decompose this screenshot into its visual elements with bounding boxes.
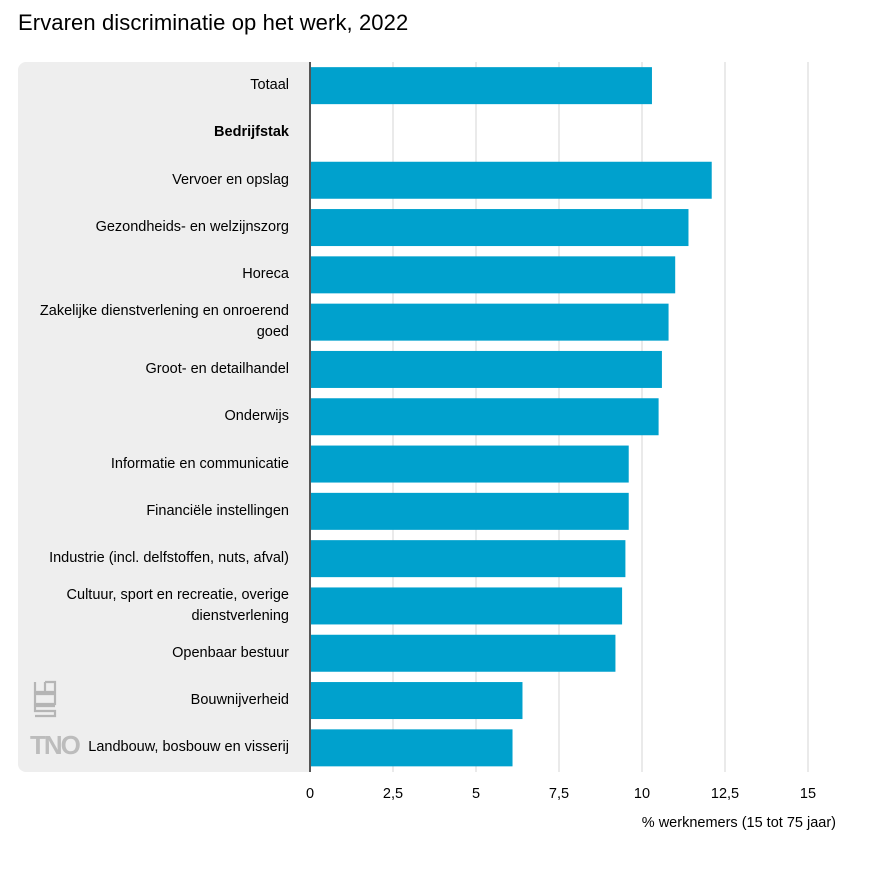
bar: [310, 587, 623, 625]
x-tick-label: 7,5: [548, 786, 570, 802]
bar: [310, 256, 676, 294]
category-label: Financiële instellingen: [19, 489, 289, 533]
x-tick-label: 15: [799, 786, 817, 802]
category-label-text: Cultuur, sport en recreatie, overige die…: [66, 586, 289, 624]
category-label-text: Industrie (incl. delfstoffen, nuts, afva…: [49, 550, 289, 567]
category-label: Informatie en communicatie: [19, 442, 289, 486]
category-label-text: Openbaar bestuur: [172, 644, 289, 661]
category-label-text: Totaal: [250, 77, 289, 94]
category-label: Horeca: [19, 253, 289, 297]
category-label-text: Bouwnijverheid: [190, 692, 289, 709]
x-tick-label: 5: [471, 786, 481, 802]
bar: [310, 209, 689, 247]
category-label: Gezondheids- en welzijnszorg: [19, 206, 289, 250]
category-label: Vervoer en opslag: [19, 158, 289, 202]
bar: [310, 445, 629, 483]
x-tick-label: 12,5: [710, 786, 740, 802]
tno-logo: TNO: [30, 730, 81, 760]
category-label-text: Groot- en detailhandel: [145, 360, 290, 377]
category-label: Totaal: [19, 64, 289, 108]
category-label-text: Vervoer en opslag: [172, 171, 289, 188]
category-group-header: Bedrijfstak: [19, 111, 289, 155]
category-label: Onderwijs: [19, 395, 289, 439]
category-label: Cultuur, sport en recreatie, overige die…: [19, 584, 289, 628]
category-label: Landbouw, bosbouw en visserij: [19, 726, 289, 770]
category-label: Openbaar bestuur: [19, 631, 289, 675]
cbs-logo-icon: [33, 680, 57, 718]
bar: [310, 729, 513, 767]
category-label: Groot- en detailhandel: [19, 347, 290, 391]
bar: [310, 303, 669, 341]
bar: [310, 682, 523, 720]
category-label-text: Gezondheids- en welzijnszorg: [95, 219, 289, 236]
x-tick-label: 0: [305, 786, 315, 802]
bar: [310, 161, 712, 199]
category-label-text: Bedrijfstak: [214, 124, 289, 141]
bar: [310, 350, 662, 388]
category-label-text: Informatie en communicatie: [110, 455, 289, 472]
category-label-panel: [18, 62, 310, 772]
bar: [310, 398, 659, 436]
x-axis-title: % werknemers (15 tot 75 jaar): [641, 815, 836, 831]
bar: [310, 634, 616, 672]
chart-title: Ervaren discriminatie op het werk, 2022: [18, 10, 409, 35]
category-label-text: Horeca: [242, 266, 289, 283]
category-label: Industrie (incl. delfstoffen, nuts, afva…: [19, 537, 289, 581]
category-label: Zakelijke dienstverlening en onroerend g…: [19, 300, 289, 344]
bar: [310, 492, 629, 530]
category-label-text: Onderwijs: [224, 408, 289, 425]
category-label: Bouwnijverheid: [19, 679, 289, 723]
x-tick-label: 2,5: [382, 786, 404, 802]
category-label-text: Financiële instellingen: [146, 502, 289, 519]
bar: [310, 540, 626, 578]
cbs-logo: [31, 680, 61, 723]
x-tick-label: 10: [633, 786, 651, 802]
bar: [310, 67, 652, 105]
category-label-text: Zakelijke dienstverlening en onroerend g…: [39, 303, 289, 341]
category-label-text: Landbouw, bosbouw en visserij: [88, 739, 289, 756]
